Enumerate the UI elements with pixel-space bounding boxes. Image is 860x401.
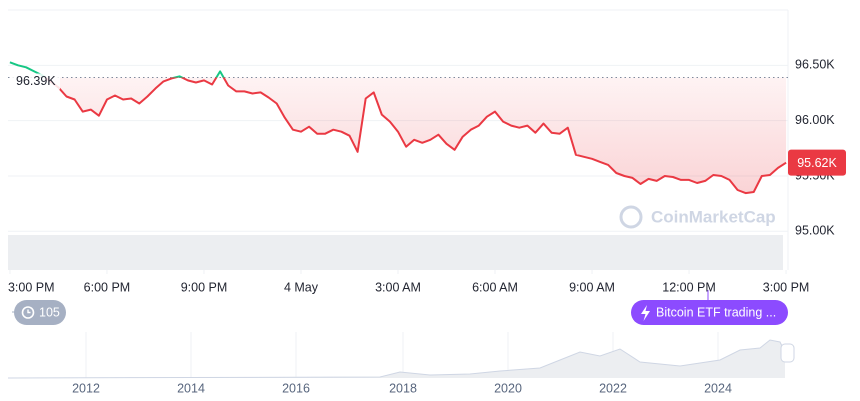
x-tick-label: 3:00 AM <box>375 280 421 294</box>
x-tick-label: 3:00 PM <box>763 280 810 294</box>
history-count[interactable]: 105 <box>39 305 60 319</box>
watermark-text: CoinMarketCap <box>651 207 776 226</box>
x-tick-label: 9:00 AM <box>569 280 615 294</box>
current-price-label: 95.62K <box>797 156 837 170</box>
y-tick-label: 95.00K <box>795 224 835 238</box>
volume-band <box>8 235 783 270</box>
navigator-year: 2020 <box>494 381 522 395</box>
navigator-year: 2024 <box>704 381 732 395</box>
navigator-year: 2016 <box>282 381 310 395</box>
history-badge[interactable]: 105 <box>12 300 66 325</box>
event-badge[interactable]: Bitcoin ETF trading ... <box>631 290 788 325</box>
y-tick-label: 96.00K <box>795 113 835 127</box>
reference-label: 96.39K <box>16 74 56 88</box>
x-tick-label: 6:00 AM <box>472 280 518 294</box>
current-price-bg <box>788 149 846 176</box>
area <box>9 77 787 194</box>
price-line <box>9 61 787 195</box>
reference-label-bg <box>12 73 60 90</box>
navigator-year: 2014 <box>177 381 205 395</box>
navigator-year: 2022 <box>599 381 627 395</box>
navigator-year: 2012 <box>72 381 100 395</box>
event-text[interactable]: Bitcoin ETF trading ... <box>656 305 776 319</box>
navigator <box>7 332 795 379</box>
x-tick-label: 6:00 PM <box>84 280 131 294</box>
x-tick-label: 9:00 PM <box>181 280 228 294</box>
x-tick-label: 12:00 PM <box>662 280 716 294</box>
y-tick-label: 96.50K <box>795 58 835 72</box>
x-tick-label: 3:00 PM <box>8 280 55 294</box>
watermark: CoinMarketCap <box>619 205 776 229</box>
x-tick-label: 4 May <box>284 280 319 294</box>
navigator-year: 2018 <box>389 381 417 395</box>
